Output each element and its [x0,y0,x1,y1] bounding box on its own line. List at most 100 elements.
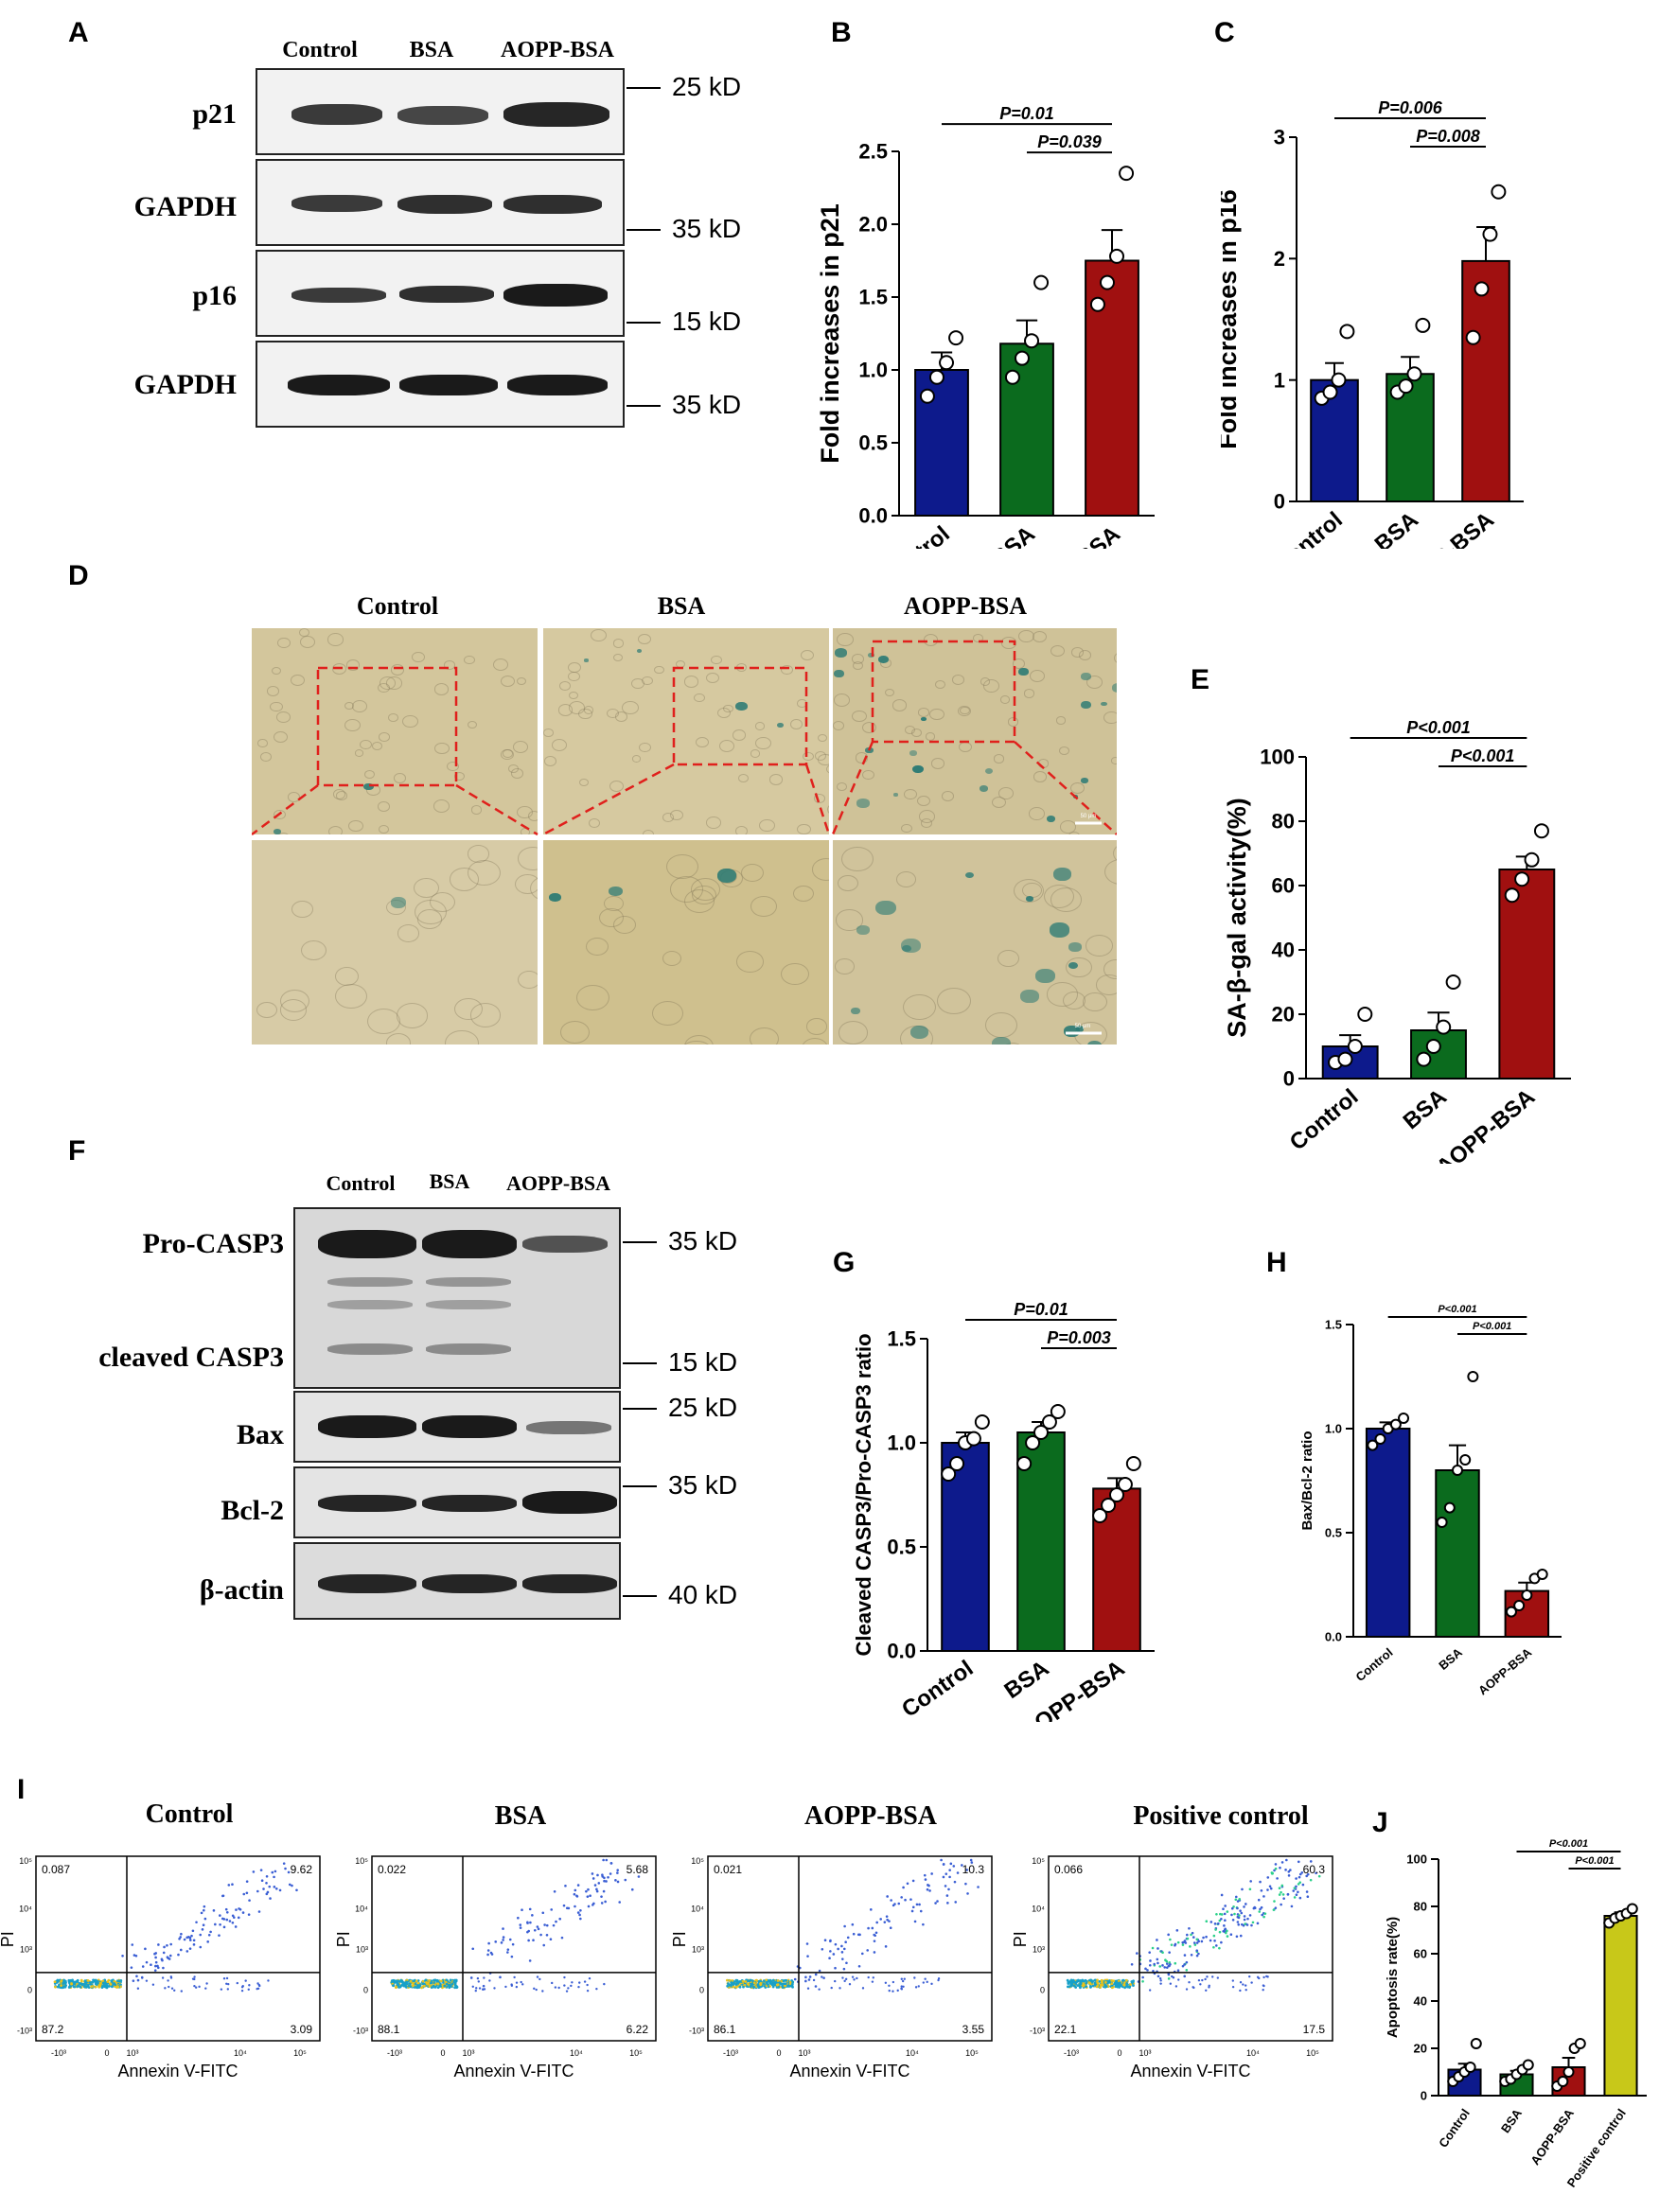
event-dot [1262,1895,1265,1898]
micro-tile [833,628,1117,834]
event-dot [413,1979,416,1983]
cell [1071,647,1085,658]
event-dot [248,1984,251,1987]
event-dot [1115,1981,1119,1985]
event-dot [1274,1863,1278,1866]
blot-a-col-control: Control [282,38,358,62]
event-dot [1189,1945,1192,1948]
event-dot [1204,1977,1207,1981]
cell [639,743,651,753]
event-dot [532,1939,535,1941]
event-dot [842,1947,846,1951]
event-dot [1213,1922,1217,1925]
event-dot [947,1887,950,1891]
event-dot [872,1976,875,1979]
event-dot [235,1908,238,1911]
event-dot [164,1987,167,1990]
event-dot [591,1872,594,1875]
event-dot [966,1892,969,1895]
event-dot [821,1975,823,1978]
sa-beta-gal-stain [584,658,590,662]
event-dot [1218,1919,1222,1922]
cell [379,825,389,834]
event-dot [412,1984,415,1988]
event-dot [1181,1943,1185,1946]
flow-title-control: Control [145,1799,234,1829]
data-point [1464,2062,1476,2073]
event-dot [752,1985,755,1989]
event-dot [1298,1896,1302,1900]
event-dot [1091,1984,1095,1988]
event-dot [220,1988,223,1991]
event-dot [403,1984,407,1988]
event-dot [510,1984,514,1987]
data-point [1491,184,1507,200]
y-tick-label: 0.5 [1325,1526,1342,1540]
event-dot [858,1933,861,1937]
data-point [1339,324,1355,340]
data-point [1016,1456,1033,1471]
sa-beta-gal-stain [273,829,282,834]
event-dot [209,1930,212,1934]
event-dot [198,1985,201,1989]
event-dot [192,1939,196,1942]
y-tick-label: 40 [1272,939,1295,962]
blot-f-strip-casp3 [293,1207,621,1389]
event-dot [212,1909,216,1912]
sa-beta-gal-stain [391,897,407,908]
p-value-label: P=0.039 [1037,132,1102,151]
event-dot [609,1872,612,1875]
event-dot [1156,1975,1160,1978]
cell [637,633,651,645]
event-dot [482,1984,485,1988]
blot-f-row-cleaved: cleaved CASP3 [98,1342,284,1373]
cell [560,1020,590,1044]
cell [513,740,529,753]
event-dot [873,1951,876,1954]
event-dot [1192,1941,1196,1944]
cell [891,699,908,711]
data-point [1445,974,1461,990]
cell [833,721,844,730]
event-dot [914,1986,918,1989]
event-dot [231,1921,235,1924]
event-dot [226,1988,230,1991]
data-point [1089,296,1105,312]
event-dot [871,1926,874,1930]
event-dot [510,1955,514,1958]
event-dot [206,1940,209,1943]
event-dot [726,1978,729,1982]
event-dot [851,1922,855,1926]
cell [631,755,642,764]
y-tick-label: 0 [27,1985,32,1994]
bar-aopp-bsa [1498,869,1556,1080]
quadrant-ul: 0.066 [1054,1863,1083,1876]
event-dot [1249,1880,1252,1883]
event-dot [72,1985,76,1989]
event-dot [98,1983,102,1987]
event-dot [1069,1984,1073,1988]
event-dot [948,1869,951,1871]
panel-label-a: A [68,17,89,48]
event-dot [893,1903,896,1905]
data-point [1050,1404,1066,1419]
y-tick-label: 0 [1040,1985,1045,1994]
event-dot [906,1882,909,1886]
event-dot [1220,1940,1223,1944]
event-dot [1156,1961,1159,1965]
event-dot [144,1947,147,1951]
event-dot [604,1900,607,1904]
event-dot [541,1911,545,1915]
event-dot [1317,1874,1321,1878]
cell [800,649,814,661]
y-tick-label: 80 [1414,1900,1427,1914]
cell [662,951,682,967]
event-dot [541,1990,544,1993]
event-dot [605,1858,609,1862]
event-dot [62,1980,65,1984]
cell [1029,807,1046,820]
event-dot [900,1985,903,1988]
sa-beta-gal-stain [909,1026,929,1039]
blot-f-marker-15: 15 kD [622,1347,738,1377]
cell [412,652,425,663]
